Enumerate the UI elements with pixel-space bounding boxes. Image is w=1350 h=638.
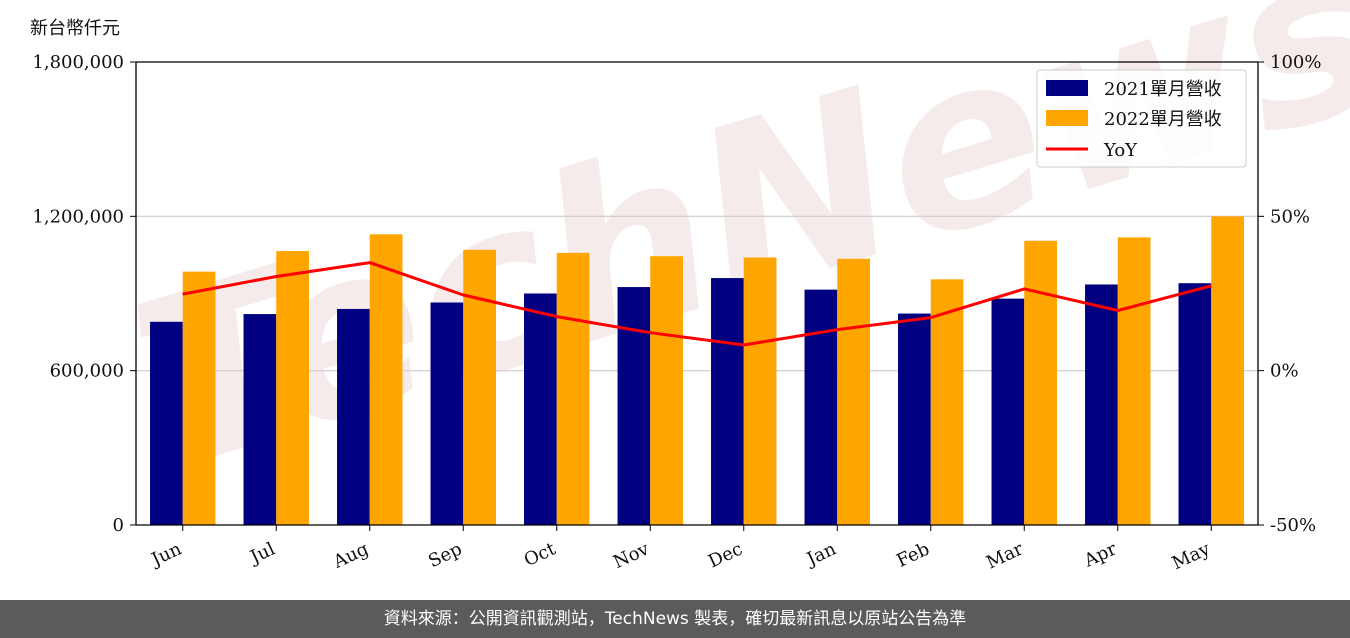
bar-2022-feb	[930, 279, 964, 525]
axes	[135, 61, 1259, 526]
bar-2021-dec	[711, 278, 744, 525]
legend-label-yoy: YoY	[1103, 140, 1138, 161]
x-tick-label-aug: Aug	[329, 538, 372, 573]
x-axis-ticks: Jun Jul Aug Sep Oct Nov Dec Jan Feb Mar Apr May	[147, 525, 1214, 574]
bar-2022-apr	[1117, 237, 1151, 526]
legend-label-2021: 2021單月營收	[1104, 79, 1222, 100]
legend-label-2022: 2022單月營收	[1104, 109, 1222, 130]
right-tick-label: 100%	[1270, 52, 1321, 73]
grid-lines	[136, 215, 1258, 372]
x-tick-label-jan: Jan	[802, 538, 840, 571]
bar-2021-aug	[337, 308, 370, 525]
legend-box	[1036, 69, 1247, 168]
bar-2021-sep	[430, 302, 464, 525]
left-tick-label: 1,800,000	[32, 52, 124, 73]
bar-2021-jul	[243, 314, 277, 525]
x-tick-label-feb: Feb	[893, 538, 932, 571]
bar-2021-oct	[524, 293, 557, 525]
x-tick-label-sep: Sep	[425, 538, 465, 572]
bar-2022-jan	[837, 258, 870, 525]
yoy-line	[182, 261, 1212, 347]
right-tick-label: 0%	[1270, 361, 1299, 382]
x-tick-label-jul: Jul	[245, 538, 278, 568]
right-tick-label: -50%	[1270, 515, 1316, 536]
right-tick-label: 50%	[1270, 206, 1310, 227]
legend-swatch-2022	[1046, 110, 1088, 126]
left-tick-label: 0	[113, 515, 124, 536]
bar-2021-jan	[804, 289, 838, 525]
yoy-series	[182, 261, 1212, 347]
bar-2022-sep	[463, 249, 496, 525]
x-tick-label-oct: Oct	[521, 538, 560, 571]
x-tick-label-dec: Dec	[705, 538, 746, 572]
bar-2022-dec	[743, 257, 777, 525]
bars	[150, 216, 1244, 526]
bar-2022-mar	[1024, 240, 1057, 525]
bar-2022-jul	[276, 251, 309, 525]
bar-2022-jun	[182, 271, 216, 525]
source-footer-text: 資料來源：公開資訊觀測站，TechNews 製表，確切最新訊息以原站公告為準	[383, 609, 967, 629]
source-footer: 資料來源：公開資訊觀測站，TechNews 製表，確切最新訊息以原站公告為準	[0, 600, 1350, 638]
bar-2022-aug	[369, 234, 403, 526]
left-axis-unit-label: 新台幣仟元	[30, 18, 120, 39]
bar-2022-oct	[556, 252, 590, 525]
left-tick-label: 1,200,000	[32, 206, 124, 227]
bar-2022-nov	[650, 256, 683, 525]
x-tick-label-apr: Apr	[1080, 538, 1120, 572]
right-axis-ticks: -50% 0% 50% 100%	[1258, 52, 1321, 536]
x-tick-label-jun: Jun	[147, 538, 186, 571]
bar-2021-mar	[991, 298, 1025, 525]
bar-2021-feb	[898, 313, 931, 525]
bar-2021-apr	[1085, 284, 1118, 525]
x-tick-label-mar: Mar	[983, 538, 1026, 573]
x-tick-label-nov: Nov	[610, 538, 653, 573]
bar-2021-nov	[617, 287, 651, 525]
bar-2021-may	[1178, 283, 1212, 525]
left-axis-ticks: 0 600,000 1,200,000 1,800,000	[32, 52, 136, 536]
x-tick-label-may: May	[1169, 538, 1214, 574]
legend: 2021單月營收 2022單月營收 YoY	[1036, 69, 1247, 168]
left-tick-label: 600,000	[50, 361, 124, 382]
bar-2021-jun	[150, 321, 183, 525]
legend-swatch-2021	[1046, 80, 1088, 96]
bar-2022-may	[1211, 216, 1244, 526]
